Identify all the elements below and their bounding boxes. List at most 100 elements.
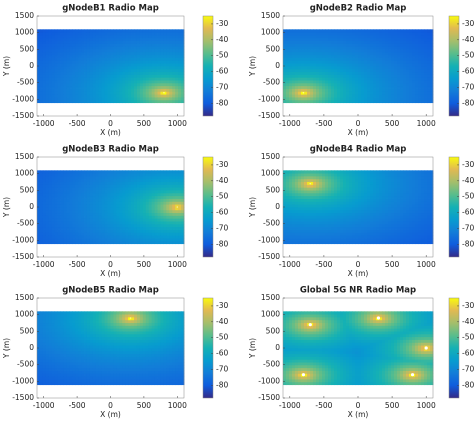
colorbar-tick-label: -30 [216,19,228,28]
heat-cell [364,99,368,104]
heat-cell [110,207,114,211]
heat-cell [361,187,365,191]
heat-cell [370,74,374,78]
heat-cell [75,71,79,75]
heat-cell [319,221,323,225]
heat-cell [37,232,41,236]
heat-cell [352,218,356,222]
heat-cell [98,51,103,56]
heat-cell [334,57,338,61]
heat-cell [154,37,158,42]
heat-cell [286,97,290,101]
heat-cell [181,54,185,58]
heat-cell [104,82,108,87]
heat-cell [313,240,317,245]
heat-cell [172,32,176,36]
heat-cell [125,91,129,95]
heat-cell [340,226,344,230]
heat-cell [37,49,41,53]
heat-cell [304,97,308,101]
heat-cell [151,60,155,64]
heat-cell [116,226,120,230]
heat-cell [54,37,58,42]
heat-cell [313,91,317,95]
heat-cell [394,68,398,73]
heat-cell [145,37,150,42]
heat-cell [134,212,138,216]
heat-cell [160,66,164,70]
heat-cell [343,97,347,101]
heat-cell [113,232,117,236]
heat-cell [110,221,114,225]
heat-cell [63,80,67,84]
heat-cell [322,178,326,183]
heat-cell [78,82,82,87]
heat-cell [328,51,332,56]
heat-cell [373,54,377,58]
heat-cell [104,77,108,81]
heat-cell [75,68,79,73]
heat-cell [412,80,416,84]
heat-cell [57,195,61,199]
heat-cell [319,60,323,64]
heat-cell [84,201,88,205]
heat-cell [157,229,161,233]
heat-cell [370,218,374,222]
heat-cell [75,223,79,228]
heat-cell [178,170,182,174]
heat-cell [361,63,365,67]
heat-cell [72,71,76,75]
heat-cell [367,229,371,233]
heat-cell [367,71,371,75]
heat-cell [379,34,383,39]
heat-cell [81,94,85,98]
heat-cell [42,195,47,199]
heat-cell [289,40,293,44]
heat-cell [328,173,332,177]
heat-cell [358,63,362,67]
heat-cell [63,204,67,208]
heat-cell [160,46,164,50]
heat-cell [388,181,392,185]
heat-cell [307,170,311,174]
heat-cell [391,207,395,211]
heat-cell [376,51,380,56]
heat-cell [355,29,359,33]
heat-cell [358,29,362,33]
heat-cell [148,201,153,205]
heat-cell [92,223,97,228]
heat-cell [157,215,161,219]
heat-cell [181,181,185,185]
heat-cell [39,240,44,245]
heat-cell [175,40,179,44]
heat-cell [92,192,97,197]
heat-cell [316,40,320,44]
heat-cell [172,240,176,245]
heat-cell [385,184,389,188]
heat-cell [385,195,389,199]
heat-cell [292,229,296,233]
heat-cell [95,184,100,188]
heat-cell [379,37,383,42]
heat-cell [60,51,64,56]
heat-cell [42,57,47,61]
heat-cell [178,212,182,216]
heat-cell [98,71,103,75]
heat-cell [358,178,362,183]
heat-cell [86,190,91,194]
heat-cell [69,212,73,216]
heat-cell [89,175,94,180]
heat-cell [139,215,144,219]
heat-cell [301,226,305,230]
heat-cell [125,82,129,87]
heat-cell [316,238,320,242]
heat-cell [430,49,434,53]
heat-cell [51,82,56,87]
heat-cell [175,221,179,225]
heat-cell [95,49,100,53]
heat-cell [328,232,332,236]
heat-cell [340,229,344,233]
heat-cell [75,184,79,188]
heat-cell [151,190,155,194]
heat-cell [122,88,126,92]
